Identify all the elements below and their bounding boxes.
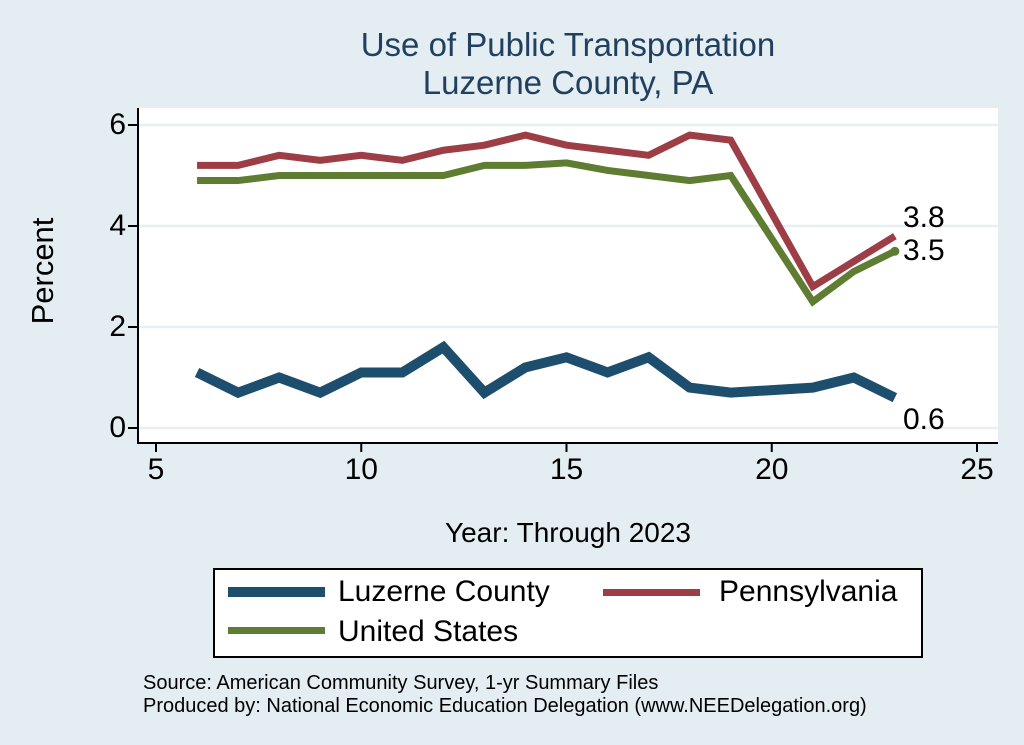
series-line-luzerne-county	[194, 340, 898, 403]
series-line-pennsylvania	[197, 131, 897, 292]
end-marker-united-states	[890, 246, 900, 256]
series-line-united-states	[197, 159, 897, 307]
